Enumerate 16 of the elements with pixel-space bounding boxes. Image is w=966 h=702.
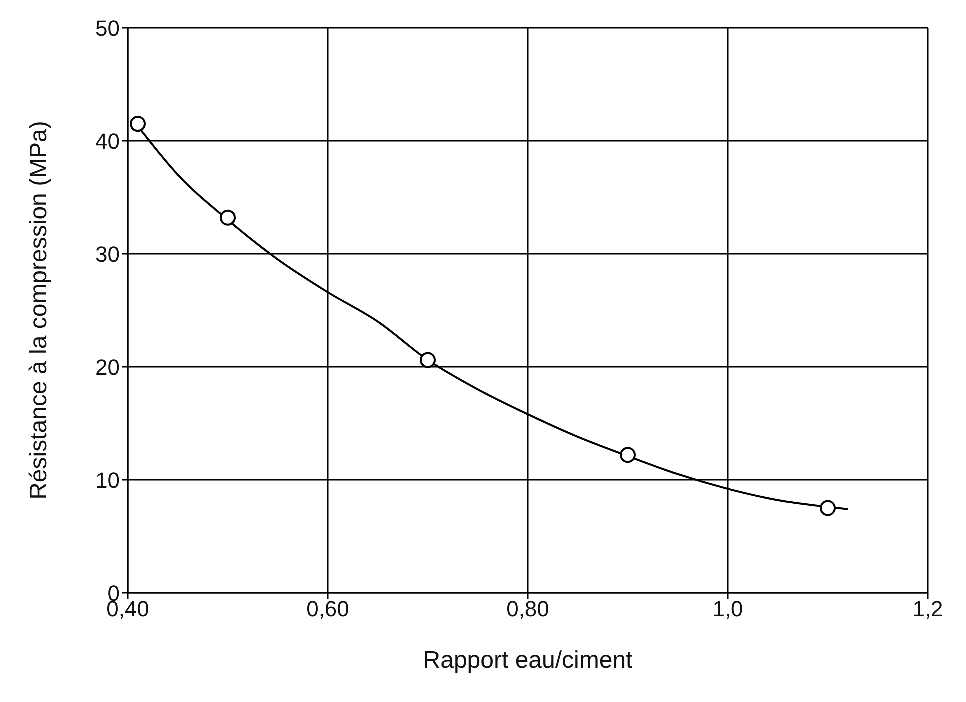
point: [820, 500, 836, 516]
y-tick-label: 10: [96, 468, 120, 493]
y-tick-label: 40: [96, 128, 120, 154]
y-tick-label: 50: [96, 16, 120, 41]
y-tick-label: 30: [96, 242, 120, 267]
point: [620, 447, 636, 464]
x-tick-label: 1,2: [912, 596, 944, 622]
y-tick-label: 20: [96, 354, 120, 380]
x-tick-label: 1,0: [712, 596, 744, 622]
x-tick-label: 0,80: [506, 596, 550, 622]
point: [420, 352, 436, 368]
y-axis-title: Résistance à la compression (MPa): [26, 121, 53, 500]
point: [220, 210, 236, 226]
x-tick-label: 0,60: [306, 596, 350, 622]
point: [130, 116, 146, 132]
x-axis-title: Rapport eau/ciment: [423, 647, 634, 674]
